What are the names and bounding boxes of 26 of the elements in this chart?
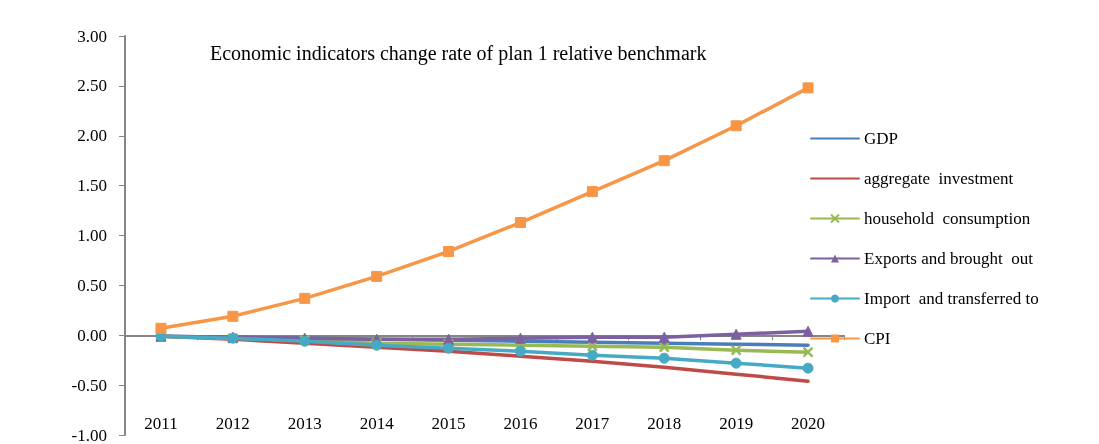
x-tick-label: 2017 xyxy=(575,414,610,433)
x-tick-label: 2011 xyxy=(144,414,178,433)
legend-label: Exports and brought out xyxy=(864,249,1034,268)
y-tick-label: 1.50 xyxy=(77,176,107,196)
x-tick-label: 2019 xyxy=(719,414,754,433)
chart-title: Economic indicators change rate of plan 1 relative benchmark xyxy=(210,42,707,65)
legend-label: Import and transferred to xyxy=(864,289,1039,308)
x-tick-label: 2012 xyxy=(215,414,250,433)
legend-label: GDP xyxy=(864,129,899,148)
legend-label: aggregate investment xyxy=(864,169,1014,188)
y-tick-label: 3.00 xyxy=(77,26,107,46)
x-tick-label: 2014 xyxy=(359,414,395,433)
y-tick-label: 1.00 xyxy=(77,226,107,245)
x-tick-label: 2015 xyxy=(431,414,466,433)
y-tick-label: 0.00 xyxy=(77,325,107,345)
legend-label: CPI xyxy=(864,329,891,348)
y-tick-label: 2.50 xyxy=(77,76,107,96)
y-tick-label: -0.50 xyxy=(71,375,107,395)
x-tick-label: 2018 xyxy=(647,414,682,433)
x-tick-label: 2016 xyxy=(503,414,538,433)
x-tick-label: 2020 xyxy=(791,414,826,433)
y-tick-label: 2.00 xyxy=(77,126,107,146)
x-tick-label: 2013 xyxy=(287,414,322,433)
legend-label: household consumption xyxy=(864,209,1031,228)
y-tick-label: 0.50 xyxy=(77,275,107,295)
y-tick-label: -1.00 xyxy=(71,425,107,444)
